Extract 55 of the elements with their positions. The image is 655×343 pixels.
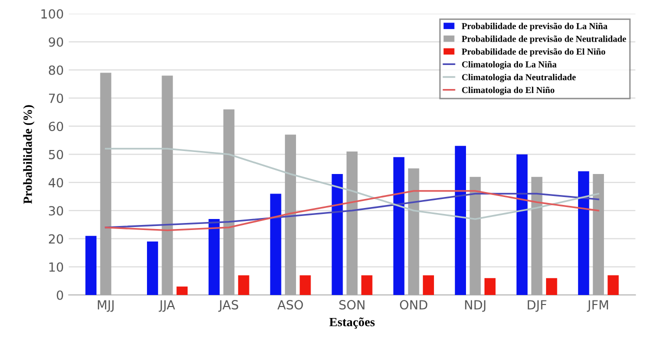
x-tick-label: OND <box>400 300 428 310</box>
bar <box>516 154 528 295</box>
y-tick-label: 70 <box>49 94 64 104</box>
y-tick-label: 20 <box>48 234 64 244</box>
bar <box>531 176 542 295</box>
x-tick-label: ASO <box>277 300 303 310</box>
legend-label: Probabilidade de previsão do El Niño <box>462 48 606 56</box>
legend-label: Probabilidade de previsão do La Niña <box>462 22 608 31</box>
bar <box>223 109 234 295</box>
legend-label: Climatologia do La Niña <box>462 61 557 70</box>
bar <box>346 152 358 295</box>
bar <box>270 194 282 295</box>
y-tick-label: 0 <box>56 290 64 300</box>
bar <box>238 275 250 295</box>
legend-label: Climatologia do El Niño <box>462 86 554 95</box>
bar <box>470 176 481 295</box>
bar <box>361 275 372 295</box>
bar <box>300 275 311 295</box>
y-tick-label: 10 <box>49 262 64 272</box>
y-tick-label: 30 <box>48 206 64 216</box>
y-tick-label: 100 <box>41 9 64 19</box>
bar <box>284 134 296 295</box>
y-tick-label: 90 <box>48 37 64 47</box>
legend-label: Climatologia da Neutralidade <box>462 74 576 82</box>
bar <box>332 174 343 295</box>
x-tick-label: SON <box>339 300 364 310</box>
x-tick-label: MJJ <box>98 300 114 312</box>
x-tick-label: JAS <box>218 300 238 312</box>
x-axis-title: Estações <box>329 317 375 329</box>
bar <box>408 168 420 295</box>
bar <box>608 275 619 295</box>
bar <box>578 171 590 295</box>
bar <box>484 278 496 295</box>
y-tick-label: 50 <box>48 150 64 160</box>
bar <box>176 286 188 295</box>
y-tick-label: 80 <box>48 65 64 75</box>
legend-label: Probabilidade de previsão de Neutralidade <box>462 36 626 44</box>
bar <box>546 278 558 295</box>
y-tick-label: 60 <box>48 122 64 132</box>
x-tick-label: DJF <box>528 300 546 312</box>
bar <box>146 242 158 295</box>
bar <box>85 236 96 295</box>
y-tick-label: 40 <box>48 178 64 188</box>
bar <box>393 157 404 295</box>
x-tick-label: JFM <box>586 300 608 312</box>
y-axis-title: Probabilidade (%) <box>23 105 34 204</box>
x-tick-label: NDJ <box>465 300 486 312</box>
x-tick-label: JJA <box>158 300 176 312</box>
bar <box>100 72 112 295</box>
bar <box>162 76 173 295</box>
line-series <box>104 148 600 220</box>
bar <box>422 275 434 295</box>
bar <box>208 219 220 295</box>
bar <box>592 174 604 295</box>
bar <box>454 146 466 295</box>
